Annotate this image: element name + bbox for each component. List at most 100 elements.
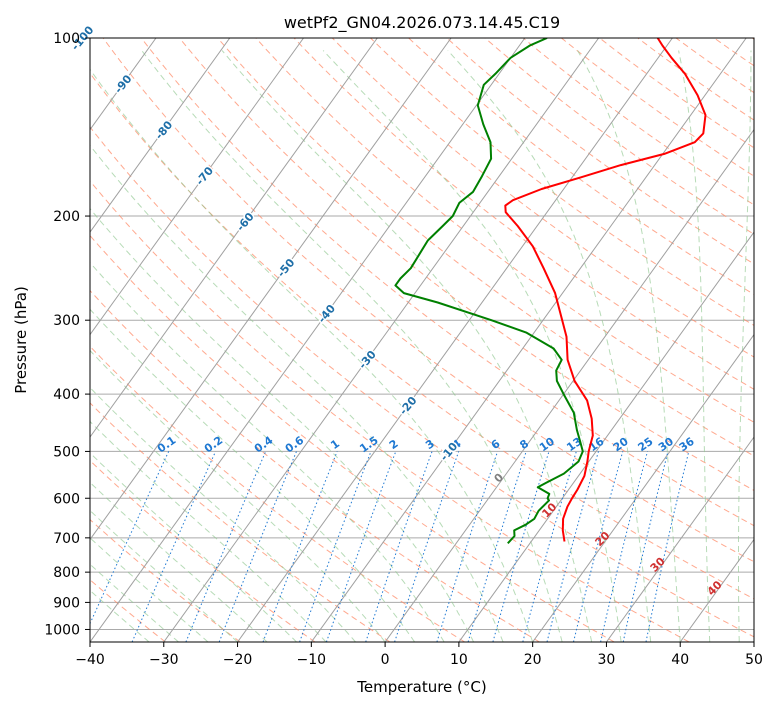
moist-adiabat bbox=[90, 349, 386, 642]
x-tick-label: −30 bbox=[149, 652, 179, 668]
moist-adiabat bbox=[322, 50, 622, 642]
y-axis: 100 200 300 400 500 600 700 800 900 1000 bbox=[44, 31, 90, 638]
dry-adiabat bbox=[370, 38, 754, 326]
x-axis-title: Temperature (°C) bbox=[356, 678, 486, 696]
mixing-ratio-line bbox=[622, 451, 669, 642]
isotherm-line bbox=[458, 231, 754, 642]
isotherm-line bbox=[753, 641, 754, 642]
dry-adiabat bbox=[522, 38, 754, 206]
mixing-ratio-line bbox=[90, 451, 170, 625]
dry-adiabat bbox=[90, 518, 241, 642]
x-tick-label: 40 bbox=[671, 652, 689, 668]
isotherm-line bbox=[90, 38, 526, 642]
chart-title: wetPf2_GN04.2026.073.14.45.C19 bbox=[284, 13, 560, 33]
mixing-ratio-label: 1 bbox=[328, 437, 342, 452]
dry-adiabat bbox=[90, 234, 615, 642]
dry-adiabat bbox=[90, 402, 391, 642]
moist-adiabat bbox=[90, 261, 445, 642]
moist-adiabat-label: 20 bbox=[593, 529, 613, 549]
plot-frame bbox=[89, 37, 755, 643]
svg-text:-60: -60 bbox=[234, 210, 257, 234]
svg-text:-30: -30 bbox=[356, 348, 379, 372]
dry-adiabat bbox=[599, 38, 754, 149]
svg-text:-20: -20 bbox=[397, 394, 420, 418]
mixing-ratio-line bbox=[325, 451, 397, 642]
y-tick-label: 400 bbox=[53, 387, 80, 403]
svg-text:-40: -40 bbox=[315, 302, 338, 326]
mixing-ratio-label: 0.2 bbox=[202, 434, 225, 456]
x-tick-label: 30 bbox=[598, 652, 616, 668]
moist-adiabat bbox=[90, 563, 179, 642]
mixing-ratio-label: 1.5 bbox=[357, 434, 380, 456]
dry-adiabat bbox=[713, 38, 754, 67]
mixing-ratio-line bbox=[546, 451, 599, 642]
isotherm-label: -30 bbox=[355, 346, 381, 373]
dewpoint-profile-line bbox=[394, 38, 584, 544]
dry-adiabat bbox=[140, 38, 754, 527]
x-tick-label: 10 bbox=[450, 652, 468, 668]
isotherm-line bbox=[310, 38, 747, 642]
svg-text:-80: -80 bbox=[153, 118, 176, 142]
moist-adiabat bbox=[90, 420, 327, 642]
x-tick-label: −40 bbox=[75, 652, 105, 668]
x-tick-label: −10 bbox=[297, 652, 327, 668]
mixing-ratio-line bbox=[185, 451, 267, 642]
dry-adiabat bbox=[331, 38, 754, 358]
mixing-ratio-line bbox=[573, 451, 624, 642]
dry-adiabat bbox=[255, 38, 754, 423]
moist-adiabat bbox=[90, 144, 504, 642]
y-tick-label: 300 bbox=[53, 313, 80, 329]
mixing-ratio-line bbox=[365, 451, 433, 642]
mixing-ratio-line bbox=[522, 451, 577, 642]
moist-adiabat bbox=[141, 50, 563, 642]
isotherm-line bbox=[90, 38, 231, 233]
x-axis: −40 −30 −20 −10 0 10 20 30 40 50 bbox=[75, 642, 763, 668]
y-tick-label: 800 bbox=[53, 565, 80, 581]
mixing-ratio-line bbox=[467, 451, 527, 642]
isotherm-label: -60 bbox=[233, 208, 259, 235]
mixing-ratio-label: 0.4 bbox=[252, 433, 276, 455]
mixing-ratio-line bbox=[492, 451, 550, 642]
mixing-ratio-line bbox=[394, 451, 460, 642]
mixing-ratio-label: 3 bbox=[423, 437, 437, 452]
isotherm-line bbox=[532, 333, 754, 642]
mixing-ratio-label: 8 bbox=[517, 437, 531, 452]
moist-adiabat bbox=[90, 386, 356, 642]
isotherm-label: -40 bbox=[314, 300, 340, 327]
mixing-ratio-label: 0.1 bbox=[155, 434, 178, 456]
x-tick-label: 20 bbox=[524, 652, 542, 668]
dry-adiabat bbox=[90, 180, 690, 642]
y-tick-label: 200 bbox=[53, 209, 80, 225]
dry-adiabat bbox=[217, 38, 754, 457]
y-axis-title: Pressure (hPa) bbox=[12, 286, 30, 394]
moist-adiabat bbox=[90, 481, 268, 642]
moist-adiabat bbox=[90, 207, 475, 642]
isotherm-line bbox=[237, 38, 673, 642]
isotherm-line bbox=[384, 128, 754, 642]
isotherm-line bbox=[606, 436, 754, 642]
x-tick-label: 50 bbox=[745, 652, 763, 668]
isotherm-label: -50 bbox=[273, 254, 299, 281]
y-tick-label: 100 bbox=[53, 31, 80, 47]
moist-adiabat bbox=[447, 50, 652, 642]
dry-adiabat bbox=[102, 38, 754, 563]
mixing-ratio-label: 2 bbox=[387, 437, 401, 452]
moist-adiabat bbox=[90, 509, 238, 642]
mixing-ratio-line bbox=[645, 451, 690, 642]
mixing-ratio-line bbox=[600, 451, 648, 642]
background-lines bbox=[0, 38, 754, 642]
isotherm-line bbox=[90, 38, 452, 541]
dry-adiabat bbox=[179, 38, 754, 491]
isotherm-line bbox=[679, 538, 754, 642]
dry-adiabat bbox=[90, 72, 754, 600]
isotherm-label: -80 bbox=[151, 117, 177, 144]
moist-adiabat bbox=[90, 589, 150, 642]
y-tick-label: 700 bbox=[53, 531, 80, 547]
dry-adiabat bbox=[90, 289, 540, 642]
sounding-series bbox=[394, 38, 707, 544]
mixing-ratio-line bbox=[131, 451, 217, 642]
moist-adiabat bbox=[90, 452, 297, 642]
y-tick-label: 500 bbox=[53, 444, 80, 460]
x-tick-label: −20 bbox=[223, 652, 253, 668]
isotherm-line bbox=[0, 38, 8, 642]
